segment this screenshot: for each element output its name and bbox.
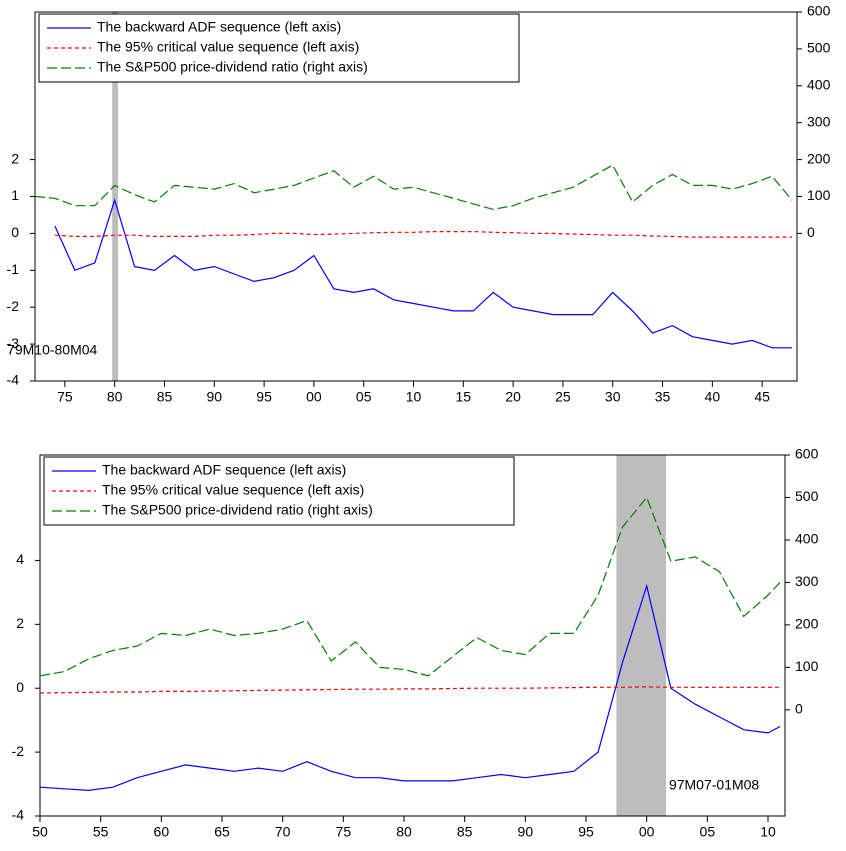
y-tick-label: 0	[16, 679, 24, 695]
series-line	[54, 231, 792, 238]
y2-tick-label: 200	[795, 616, 819, 632]
x-tick-label: 15	[456, 389, 472, 405]
y2-tick-label: 400	[795, 531, 819, 547]
x-tick-label: 45	[754, 389, 770, 405]
x-tick-label: 25	[555, 389, 571, 405]
y2-tick-label: 0	[807, 224, 815, 240]
plot-frame	[39, 454, 786, 817]
x-tick-label: 20	[505, 389, 521, 405]
y-tick-label: 1	[11, 187, 19, 203]
y2-tick-label: 100	[807, 187, 831, 203]
series-line	[39, 686, 781, 694]
y2-tick-label: 500	[807, 40, 831, 56]
x-tick-label: 10	[760, 824, 776, 840]
series-line	[39, 496, 781, 677]
legend-label: The S&P500 price-dividend ratio (right a…	[102, 502, 373, 518]
x-tick-label: 80	[107, 389, 123, 405]
y2-tick-label: 300	[807, 113, 831, 129]
x-tick-label: 00	[639, 824, 655, 840]
series-line	[34, 164, 793, 211]
x-tick-label: 50	[32, 824, 48, 840]
series-line	[39, 583, 781, 792]
shaded-region	[112, 12, 118, 381]
y-tick-label: 2	[11, 150, 19, 166]
legend-label: The S&P500 price-dividend ratio (right a…	[97, 59, 368, 75]
shade-label: 79M10-80M04	[7, 342, 97, 358]
x-tick-label: 90	[207, 389, 223, 405]
legend-label: The backward ADF sequence (left axis)	[97, 19, 341, 35]
x-tick-label: 80	[396, 824, 412, 840]
y-tick-label: 0	[11, 224, 19, 240]
x-tick-label: 95	[578, 824, 594, 840]
x-tick-label: 40	[705, 389, 721, 405]
x-tick-label: 75	[57, 389, 73, 405]
y-tick-label: -3	[7, 335, 20, 351]
x-tick-label: 05	[356, 389, 372, 405]
y2-tick-label: 600	[807, 3, 831, 19]
y2-tick-label: 0	[795, 701, 803, 717]
x-tick-label: 55	[93, 824, 109, 840]
y-tick-label: 2	[16, 615, 24, 631]
x-tick-label: 65	[214, 824, 230, 840]
legend-label: The 95% critical value sequence (left ax…	[102, 482, 364, 498]
x-tick-label: 85	[157, 389, 173, 405]
x-tick-label: 70	[275, 824, 291, 840]
x-tick-label: 75	[336, 824, 352, 840]
y2-tick-label: 400	[807, 77, 831, 93]
shade-label: 97M07-01M08	[669, 777, 759, 793]
y-tick-label: 4	[16, 551, 24, 567]
x-tick-label: 85	[457, 824, 473, 840]
x-tick-label: 30	[605, 389, 621, 405]
y2-tick-label: 500	[795, 488, 819, 504]
legend-box	[38, 13, 520, 83]
shaded-region	[616, 455, 667, 816]
x-tick-label: 00	[306, 389, 322, 405]
x-tick-label: 95	[256, 389, 272, 405]
y-tick-label: -1	[7, 261, 20, 277]
x-tick-label: 05	[700, 824, 716, 840]
x-tick-label: 10	[406, 389, 422, 405]
x-tick-label: 35	[655, 389, 671, 405]
y2-tick-label: 100	[795, 658, 819, 674]
legend-label: The 95% critical value sequence (left ax…	[97, 39, 359, 55]
x-tick-label: 90	[518, 824, 534, 840]
series-line	[54, 198, 792, 349]
y-tick-label: -2	[12, 743, 25, 759]
y-tick-label: -4	[12, 807, 25, 823]
y-tick-label: -4	[7, 372, 20, 388]
y2-tick-label: 600	[795, 446, 819, 462]
y-tick-label: -2	[7, 298, 20, 314]
x-tick-label: 60	[154, 824, 170, 840]
legend-box	[43, 456, 515, 526]
y2-tick-label: 200	[807, 150, 831, 166]
legend-label: The backward ADF sequence (left axis)	[102, 462, 346, 478]
y2-tick-label: 300	[795, 573, 819, 589]
